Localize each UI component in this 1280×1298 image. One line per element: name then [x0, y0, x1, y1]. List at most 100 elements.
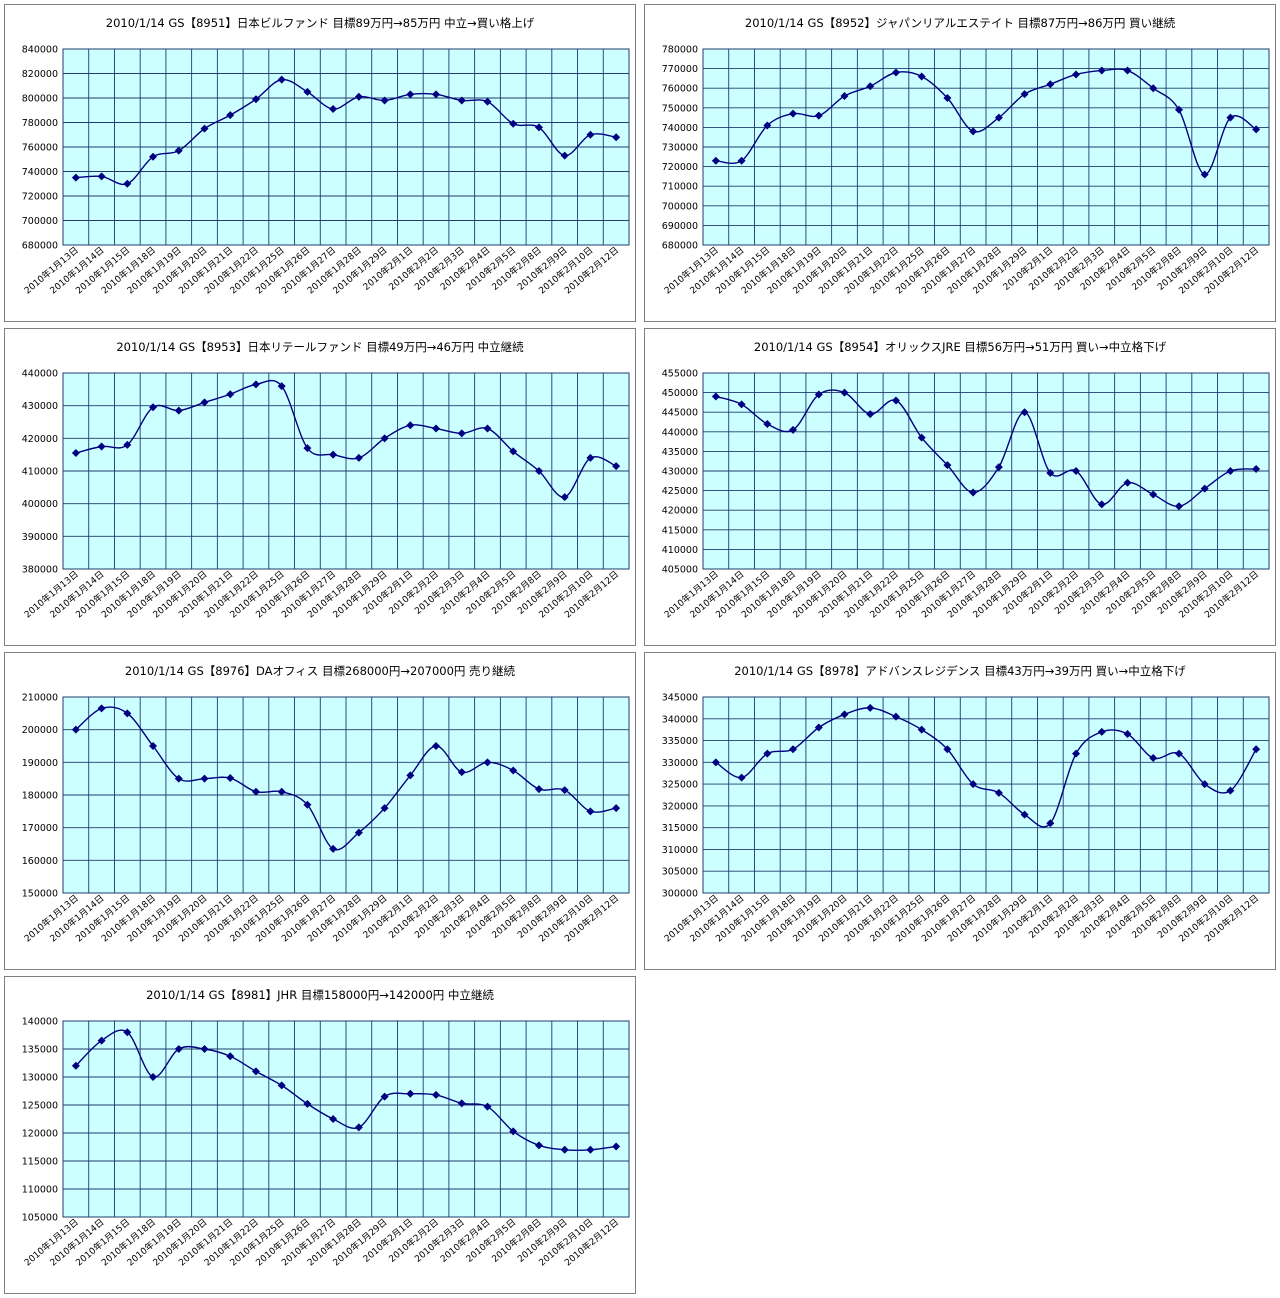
y-tick-label: 210000	[22, 693, 58, 704]
data-point	[277, 382, 286, 391]
y-tick-label: 330000	[662, 758, 698, 769]
y-tick-label: 405000	[662, 565, 698, 576]
y-tick-label: 450000	[662, 388, 698, 399]
data-point	[406, 90, 415, 99]
y-tick-label: 160000	[22, 856, 58, 867]
data-point	[840, 92, 849, 101]
series-line	[75, 706, 617, 851]
y-tick-label: 380000	[22, 565, 58, 576]
data-point	[1149, 753, 1158, 762]
data-point	[917, 72, 926, 81]
data-point	[354, 453, 363, 462]
chart-title: 2010/1/14 GS【8981】JHR 目標158000円→142000円 …	[146, 988, 494, 1002]
data-point	[763, 749, 772, 758]
y-tick-label: 800000	[22, 94, 58, 105]
series-line	[75, 1029, 617, 1151]
data-point	[354, 1123, 363, 1132]
chart-panel-8951: 2010/1/14 GS【8951】日本ビルファンド 目標89万円→85万円 中…	[4, 4, 636, 322]
data-point	[1252, 125, 1261, 134]
chart-title: 2010/1/14 GS【8952】ジャパンリアルエステイト 目標87万円→86…	[744, 16, 1176, 30]
data-point	[149, 403, 158, 412]
y-tick-label: 320000	[662, 801, 698, 812]
data-point	[1123, 478, 1132, 487]
data-point	[711, 758, 720, 767]
data-point	[97, 704, 106, 713]
y-tick-label: 170000	[22, 823, 58, 834]
data-point	[840, 388, 849, 397]
y-tick-label: 840000	[22, 45, 58, 56]
data-point	[1226, 786, 1235, 795]
data-point	[71, 449, 80, 458]
y-tick-label: 760000	[22, 143, 58, 154]
data-point	[406, 421, 415, 430]
data-point	[303, 444, 312, 453]
data-point	[432, 1090, 441, 1099]
data-point	[763, 121, 772, 130]
data-point	[123, 1028, 132, 1037]
y-tick-label: 700000	[22, 216, 58, 227]
y-tick-label: 440000	[22, 369, 58, 380]
data-point	[1174, 105, 1183, 114]
data-point	[534, 467, 543, 475]
data-point	[71, 1061, 80, 1070]
data-point	[534, 785, 543, 794]
data-point	[994, 788, 1003, 797]
data-point	[1123, 66, 1132, 75]
data-point	[200, 774, 209, 783]
data-point	[1174, 502, 1183, 511]
data-point	[303, 1099, 312, 1108]
series-line	[75, 78, 617, 186]
chart-panel-8976: 2010/1/14 GS【8976】DAオフィス 目標268000円→20700…	[4, 652, 636, 970]
data-point	[174, 774, 183, 783]
y-tick-label: 420000	[662, 506, 698, 517]
data-point	[969, 780, 978, 789]
y-tick-label: 455000	[662, 369, 698, 380]
y-tick-label: 760000	[662, 84, 698, 95]
data-point	[943, 94, 952, 102]
data-point	[560, 151, 569, 160]
data-point	[814, 111, 823, 120]
data-point	[994, 113, 1003, 122]
data-point	[917, 433, 926, 442]
data-point	[277, 75, 286, 84]
data-point	[891, 712, 900, 721]
data-point	[1097, 727, 1106, 736]
data-point	[969, 127, 978, 136]
data-point	[97, 1036, 106, 1045]
data-point	[329, 1115, 338, 1123]
y-tick-label: 110000	[22, 1185, 58, 1196]
series-line	[75, 379, 617, 498]
data-point	[277, 1081, 286, 1090]
data-point	[1020, 408, 1029, 417]
data-point	[149, 742, 158, 750]
series-line	[715, 707, 1257, 828]
y-tick-label: 720000	[22, 192, 58, 203]
data-point	[1200, 170, 1209, 179]
y-tick-label: 770000	[662, 64, 698, 75]
data-point	[943, 461, 952, 470]
data-point	[329, 844, 338, 853]
data-point	[1020, 90, 1029, 99]
chart-8951: 680000 700000 720000 740000 760000 780000 8000…	[22, 45, 630, 296]
data-point	[380, 1092, 389, 1101]
data-point	[251, 1067, 260, 1076]
data-point	[380, 434, 389, 443]
y-tick-label: 325000	[662, 780, 698, 791]
y-tick-label: 315000	[662, 823, 698, 834]
data-point	[1097, 500, 1106, 509]
chart-8981: 105000 110000 115000 120000 125000 130000 1350…	[22, 1017, 630, 1268]
data-point	[586, 1145, 595, 1154]
data-point	[866, 82, 875, 91]
chart-8952: 680000 690000 700000 710000 720000 730000 7400…	[662, 45, 1270, 296]
data-point	[174, 146, 183, 155]
data-point	[1252, 465, 1261, 474]
y-tick-label: 180000	[22, 791, 58, 802]
y-tick-label: 740000	[662, 123, 698, 134]
y-tick-label: 720000	[662, 162, 698, 173]
chart-title: 2010/1/14 GS【8978】アドバンスレジデンス 目標43万円→39万円…	[734, 664, 1186, 678]
data-point	[483, 1102, 492, 1111]
y-tick-label: 130000	[22, 1073, 58, 1084]
data-point	[1046, 468, 1055, 477]
y-tick-label: 440000	[662, 427, 698, 438]
data-point	[1046, 80, 1055, 89]
